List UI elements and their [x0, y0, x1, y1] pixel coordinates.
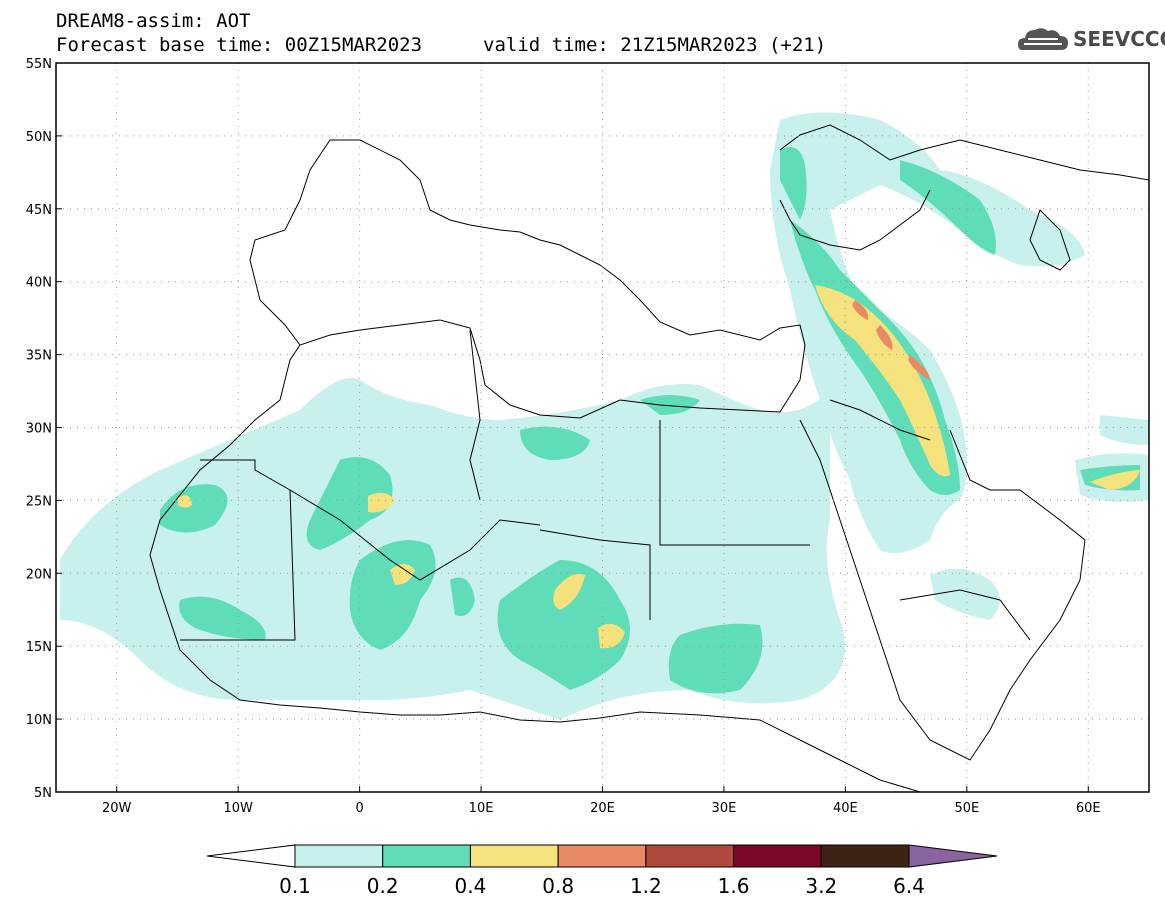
lat-tick-label: 40N [26, 276, 52, 291]
aot-level-2 [668, 623, 763, 694]
aot-level-2 [160, 484, 228, 533]
aot-level-2 [497, 560, 630, 690]
valid-time: valid time: 21Z15MAR2023 (+21) [483, 34, 827, 56]
colorbar-swatch [294, 844, 384, 868]
colorbar-label: 0.4 [455, 874, 487, 898]
colorbar-label: 0.2 [367, 874, 399, 898]
lon-tick-label: 20W [102, 801, 132, 816]
logo-text: SEEVCCC [1073, 27, 1165, 51]
colorbar-label: 0.1 [279, 874, 311, 898]
aot-level-1 [930, 568, 1000, 620]
aot-level-2 [349, 540, 436, 650]
lon-tick-label: 10W [223, 801, 253, 816]
lat-tick-label: 45N [26, 203, 52, 218]
aot-level-4 [876, 325, 893, 350]
gridlines [56, 63, 1149, 792]
aot-level-3 [553, 574, 585, 610]
lat-tick-label: 10N [26, 713, 52, 728]
aot-level-3 [598, 623, 625, 649]
aot-level-3 [1090, 470, 1140, 490]
colorbar-swatch [733, 844, 822, 868]
lat-tick-label: 15N [26, 640, 52, 655]
forecast-base-time: Forecast base time: 00Z15MAR2023 [56, 34, 423, 56]
aot-level-4 [852, 300, 869, 320]
lat-tick-label: 30N [26, 422, 52, 437]
colorbar-label: 1.6 [718, 874, 750, 898]
colorbar-swatch [557, 844, 647, 868]
lon-tick-label: 50E [954, 801, 979, 816]
lat-tick-label: 55N [26, 57, 52, 72]
colorbar-swatch [382, 844, 471, 868]
lon-tick-label: 20E [590, 801, 615, 816]
cloud-icon [1018, 28, 1068, 50]
lat-tick-label: 25N [26, 494, 52, 509]
colorbar-max-arrow [908, 844, 998, 868]
lat-tick-label: 50N [26, 130, 52, 145]
aot-level-4 [908, 355, 930, 380]
aot-level-2 [306, 457, 393, 550]
aot-level-2 [640, 395, 700, 415]
lat-tick-label: 35N [26, 349, 52, 364]
aot-level-2 [520, 426, 590, 460]
lon-tick-label: 0 [355, 801, 363, 816]
aot-level-3 [368, 492, 395, 513]
aot-level-2 [780, 147, 807, 220]
colorbar-swatch [645, 844, 735, 868]
chart-title: DREAM8-assim: AOT [56, 10, 251, 32]
aot-level-2 [450, 577, 475, 616]
colorbar-label: 0.8 [542, 874, 574, 898]
lon-tick-label: 60E [1076, 801, 1101, 816]
aot-field [60, 112, 1149, 720]
colorbar-swatch [469, 844, 559, 868]
colorbar-swatch [820, 844, 910, 868]
colorbar-label: 3.2 [805, 874, 837, 898]
lat-tick-label: 5N [34, 786, 52, 801]
colorbar: 0.1 0.2 0.4 0.8 1.2 1.6 3.2 6.4 [206, 844, 998, 898]
aot-level-2 [900, 160, 996, 255]
colorbar-label: 6.4 [893, 874, 925, 898]
colorbar-min-arrow [206, 844, 296, 868]
aot-level-3 [178, 495, 192, 508]
lon-tick-label: 40E [833, 801, 858, 816]
aot-level-3 [390, 564, 415, 585]
aot-level-2 [179, 596, 266, 640]
aot-level-1 [770, 112, 1085, 554]
aot-level-3 [815, 285, 950, 477]
aot-level-1 [1100, 415, 1149, 445]
colorbar-label: 1.2 [630, 874, 662, 898]
map: 20W 10W 0 10E 20E 30E 40E 50E 60E 55N 50N 45N 40N 35N… [26, 57, 1150, 816]
lon-tick-label: 30E [712, 801, 737, 816]
lon-tick-label: 10E [469, 801, 494, 816]
axis-labels: 20W 10W 0 10E 20E 30E 40E 50E 60E 55N 50N 45N 40N 35N… [26, 57, 1101, 816]
lat-tick-label: 20N [26, 567, 52, 582]
